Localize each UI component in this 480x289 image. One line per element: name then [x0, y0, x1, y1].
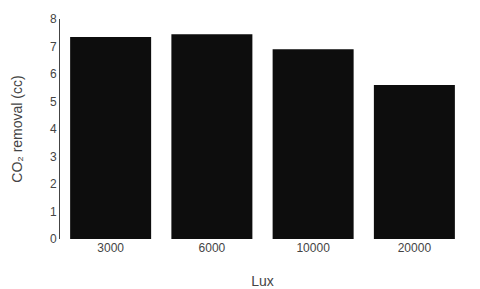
svg-text:1: 1	[50, 205, 57, 219]
svg-text:3000: 3000	[97, 241, 124, 255]
svg-text:0: 0	[50, 232, 57, 246]
svg-text:10000: 10000	[296, 241, 330, 255]
svg-text:CO₂ removal (cc): CO₂ removal (cc)	[9, 75, 25, 182]
svg-text:6: 6	[50, 67, 57, 81]
svg-text:6000: 6000	[199, 241, 226, 255]
svg-text:3: 3	[50, 150, 57, 164]
svg-text:7: 7	[50, 40, 57, 54]
svg-text:20000: 20000	[398, 241, 432, 255]
svg-text:Lux: Lux	[251, 273, 274, 289]
svg-text:8: 8	[50, 12, 57, 26]
svg-text:2: 2	[50, 177, 57, 191]
svg-text:4: 4	[50, 122, 57, 136]
svg-text:5: 5	[50, 95, 57, 109]
